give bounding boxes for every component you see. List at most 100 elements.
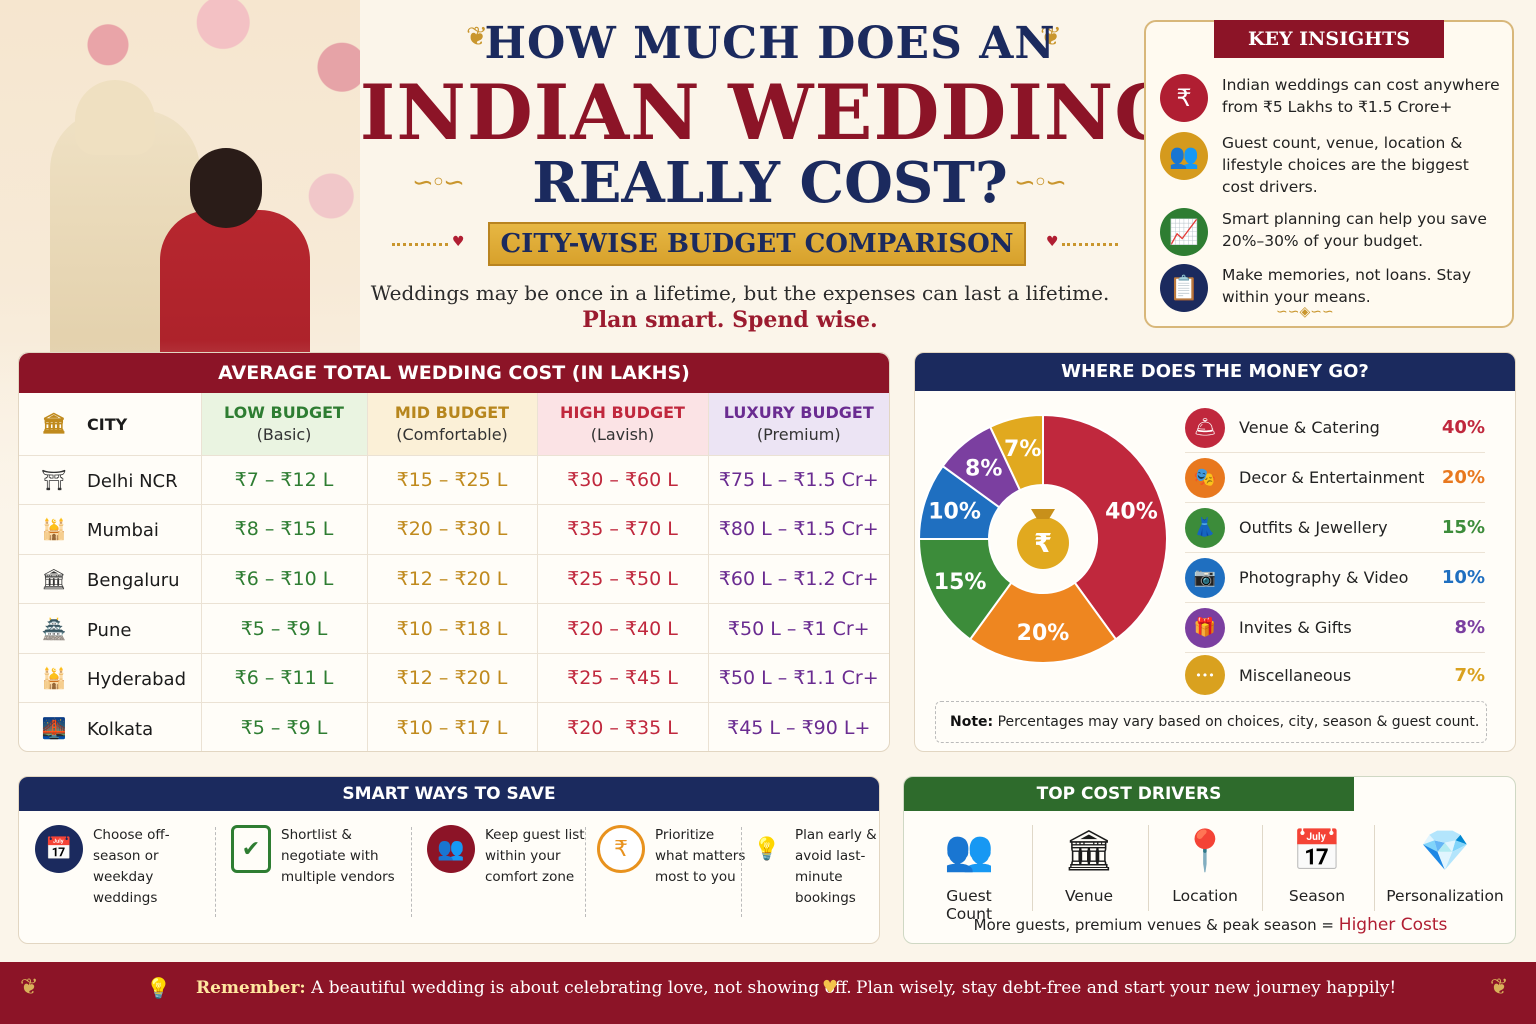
calendar-icon: 📅 bbox=[1292, 828, 1342, 874]
smart-ways-heading: SMART WAYS TO SAVE bbox=[19, 777, 879, 811]
driver-item: 📍 Location bbox=[1160, 823, 1250, 905]
insight-text: Smart planning can help you save 20%–30%… bbox=[1222, 210, 1487, 250]
shaniwar-wada-icon: 🏯 bbox=[41, 616, 67, 641]
legend-row: 📷 Photography & Video 10% bbox=[1185, 553, 1485, 603]
divider bbox=[411, 827, 412, 917]
gateway-of-india-icon: 🕌 bbox=[41, 517, 67, 542]
driver-label: Venue bbox=[1064, 887, 1114, 905]
swirl-ornament-icon: ∽◦∽ bbox=[1014, 168, 1067, 198]
plan-message: Plan wisely, stay debt-free and start yo… bbox=[856, 978, 1397, 998]
driver-label: Guest Count bbox=[945, 887, 993, 923]
cell-mid: ₹12 – ₹20 L bbox=[367, 553, 538, 604]
table-row: 🏛 Bengaluru ₹6 – ₹10 L ₹12 – ₹20 L ₹25 – … bbox=[19, 553, 889, 604]
lightbulb-icon: 💡 bbox=[753, 836, 781, 862]
save-tip: 👥 Keep guest list within your comfort zo… bbox=[427, 825, 609, 888]
cost-table-heading: AVERAGE TOTAL WEDDING COST (IN LAKHS) bbox=[19, 353, 889, 393]
cell-low: ₹8 – ₹15 L bbox=[201, 504, 368, 555]
save-tip: 💡 Plan early & avoid last-minute booking… bbox=[749, 825, 879, 909]
tagline-highlight: Plan smart. Spend wise. bbox=[582, 307, 878, 333]
remember-message: Remember: A beautiful wedding is about c… bbox=[196, 962, 852, 1014]
driver-item: 📅 Season bbox=[1272, 823, 1362, 905]
lightbulb-icon: 💡 bbox=[146, 976, 171, 1000]
driver-label: Personalization bbox=[1386, 887, 1504, 905]
legend-label: Invites & Gifts bbox=[1239, 618, 1352, 637]
cell-high: ₹30 – ₹60 L bbox=[537, 454, 709, 505]
table-row: 🌉 Kolkata ₹5 – ₹9 L ₹10 – ₹17 L ₹20 – ₹35… bbox=[19, 702, 889, 751]
heart-icon: ♥ bbox=[822, 977, 839, 998]
drivers-note-text: More guests, premium venues & peak seaso… bbox=[973, 916, 1339, 934]
legend-label: Miscellaneous bbox=[1239, 665, 1352, 685]
floral-ornament-icon: ❦ bbox=[1490, 975, 1509, 1000]
cell-high: ₹25 – ₹45 L bbox=[537, 652, 709, 703]
legend-row: ••• Miscellaneous 7% bbox=[1185, 650, 1485, 700]
dotted-divider bbox=[392, 243, 448, 246]
city-name: Mumbai bbox=[87, 520, 159, 542]
legend-row: 👗 Outfits & Jewellery 15% bbox=[1185, 503, 1485, 553]
divider bbox=[1374, 825, 1375, 911]
swirl-ornament-icon: ∽◦∽ bbox=[412, 168, 465, 198]
insight-text: Guest count, venue, location & lifestyle… bbox=[1222, 134, 1469, 196]
smart-ways-panel: SMART WAYS TO SAVE 📅 Choose off-season o… bbox=[18, 776, 880, 944]
rupee-symbol: ₹ bbox=[1034, 529, 1052, 559]
insight-item: 👥 Guest count, venue, location & lifesty… bbox=[1160, 132, 1504, 198]
money-distribution-panel: WHERE DOES THE MONEY GO? 40% 20% 15% 10% 8% 7… bbox=[914, 352, 1516, 752]
city-name: Pune bbox=[87, 619, 132, 641]
cell-mid: ₹20 – ₹30 L bbox=[367, 504, 538, 555]
heart-icon: ♥ bbox=[1046, 234, 1059, 250]
driver-label: Season bbox=[1288, 887, 1346, 905]
note-text: Percentages may vary based on choices, c… bbox=[993, 714, 1480, 730]
temple-icon: 🏛 bbox=[41, 410, 67, 435]
save-tip-text: Choose off-season or weekday weddings bbox=[93, 827, 170, 906]
column-header-luxury: LUXURY BUDGET (Premium) bbox=[708, 393, 889, 455]
driver-item: 👥 Guest Count bbox=[924, 823, 1014, 923]
city-name: Delhi NCR bbox=[87, 470, 178, 492]
cell-high: ₹20 – ₹40 L bbox=[537, 603, 709, 654]
howrah-bridge-icon: 🌉 bbox=[41, 716, 67, 741]
legend-value: 7% bbox=[1454, 664, 1485, 686]
divider bbox=[215, 827, 216, 917]
city-name: Bengaluru bbox=[87, 569, 180, 591]
donut-chart: 40% 20% 15% 10% 8%7% ₹ bbox=[917, 413, 1168, 664]
subtitle-ribbon: CITY-WISE BUDGET COMPARISON bbox=[488, 222, 1026, 266]
heart-icon: ♥ bbox=[452, 234, 465, 250]
cell-low: ₹5 – ₹9 L bbox=[201, 603, 368, 654]
insight-item: 📋 Make memories, not loans. Stay within … bbox=[1160, 264, 1504, 312]
divider bbox=[741, 827, 742, 917]
slice-label: 40% bbox=[1105, 499, 1158, 524]
stage-icon: 🎭 bbox=[1185, 457, 1225, 498]
india-gate-icon: ⛩ bbox=[41, 467, 67, 492]
save-tip-text: Prioritize what matters most to you bbox=[655, 827, 746, 885]
guests-icon: 👥 bbox=[427, 825, 475, 873]
dress-icon: 👗 bbox=[1185, 507, 1225, 548]
cell-high: ₹20 – ₹35 L bbox=[537, 702, 709, 751]
column-header-low: LOW BUDGET (Basic) bbox=[201, 393, 368, 455]
city-name: Hyderabad bbox=[87, 669, 186, 691]
checklist-icon: 📋 bbox=[1160, 264, 1208, 312]
vidhana-soudha-icon: 🏛 bbox=[41, 566, 67, 591]
diamond-icon: 💎 bbox=[1420, 828, 1470, 874]
save-tip-text: Plan early & avoid last-minute bookings bbox=[795, 827, 877, 906]
cell-mid: ₹10 – ₹17 L bbox=[367, 702, 538, 751]
legend-value: 15% bbox=[1441, 517, 1485, 538]
table-row: 🕌 Mumbai ₹8 – ₹15 L ₹20 – ₹30 L ₹35 – ₹70… bbox=[19, 504, 889, 555]
cell-mid: ₹12 – ₹20 L bbox=[367, 652, 538, 703]
legend-value: 40% bbox=[1441, 417, 1485, 438]
divider bbox=[1262, 825, 1263, 911]
column-header-high: HIGH BUDGET (Lavish) bbox=[537, 393, 709, 455]
dotted-divider bbox=[1062, 243, 1118, 246]
cell-mid: ₹15 – ₹25 L bbox=[367, 454, 538, 505]
money-bag-knot bbox=[1031, 509, 1055, 519]
column-header-city: 🏛 CITY bbox=[19, 393, 202, 455]
cost-table: 🏛 CITY LOW BUDGET (Basic) MID BUDGET (Comfo… bbox=[19, 393, 889, 751]
key-insights-panel: KEY INSIGHTS ₹ Indian weddings can cost … bbox=[1144, 20, 1514, 328]
clipboard-check-icon: ✔ bbox=[231, 825, 271, 873]
divider bbox=[1148, 825, 1149, 911]
rupee-coin-icon: ₹ bbox=[597, 825, 645, 873]
remember-label: Remember: bbox=[196, 978, 306, 998]
map-pin-icon: 📍 bbox=[1180, 828, 1230, 874]
camera-icon: 📷 bbox=[1185, 557, 1225, 598]
gift-icon: 🎁 bbox=[1185, 607, 1225, 648]
ornament-icon: ∽∽◈∽∽ bbox=[1276, 304, 1334, 320]
insight-text: Indian weddings can cost anywhere from ₹… bbox=[1222, 76, 1500, 116]
insight-text: Make memories, not loans. Stay within yo… bbox=[1222, 266, 1472, 306]
